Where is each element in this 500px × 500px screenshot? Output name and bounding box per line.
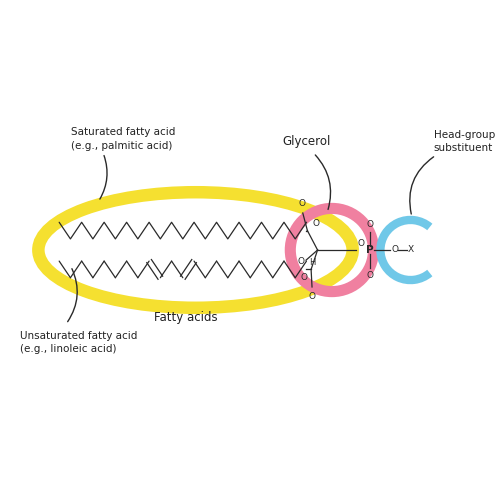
Text: O: O <box>308 292 316 300</box>
Text: O: O <box>366 272 374 280</box>
Text: O: O <box>312 220 319 228</box>
Text: Glycerol: Glycerol <box>282 135 331 148</box>
Text: Head-group
substituent: Head-group substituent <box>434 130 495 153</box>
Text: O: O <box>366 220 374 228</box>
Text: Unsaturated fatty acid
(e.g., linoleic acid): Unsaturated fatty acid (e.g., linoleic a… <box>20 331 138 354</box>
Text: P: P <box>366 245 374 255</box>
Text: O: O <box>298 200 306 208</box>
Text: Fatty acids: Fatty acids <box>154 310 218 324</box>
Text: O: O <box>300 273 308 282</box>
Text: X: X <box>408 246 414 254</box>
Text: H: H <box>309 258 316 268</box>
Text: O: O <box>358 239 364 248</box>
Text: Saturated fatty acid
(e.g., palmitic acid): Saturated fatty acid (e.g., palmitic aci… <box>70 128 175 150</box>
Text: O: O <box>298 257 304 266</box>
Text: O: O <box>391 246 398 254</box>
